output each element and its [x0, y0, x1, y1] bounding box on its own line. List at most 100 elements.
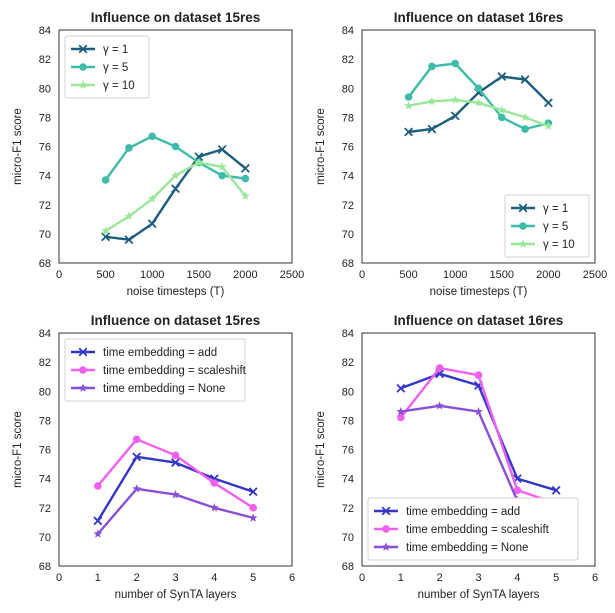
chart-title: Influence on dataset 15res — [91, 10, 261, 25]
data-point — [101, 226, 110, 235]
x-tick-label: 1500 — [187, 269, 211, 281]
data-point — [171, 451, 180, 460]
data-point — [404, 93, 413, 101]
y-tick-label: 82 — [342, 357, 354, 369]
x-axis-label: number of SynTA layers — [115, 589, 237, 601]
y-tick-label: 80 — [342, 386, 354, 398]
data-point — [171, 171, 180, 180]
x-tick-label: 2000 — [233, 269, 257, 281]
data-point — [396, 383, 406, 393]
x-tick-label: 500 — [96, 269, 114, 281]
data-point — [132, 435, 141, 444]
data-point — [217, 144, 227, 154]
data-point — [520, 75, 530, 84]
chart-title: Influence on dataset 16res — [394, 313, 564, 328]
legend-label: time embedding = add — [406, 506, 520, 518]
y-tick-label: 78 — [39, 415, 51, 427]
legend-item: γ = 10 — [71, 80, 135, 92]
data-point — [474, 84, 483, 93]
y-tick-label: 74 — [342, 474, 354, 486]
legend-label: γ = 10 — [543, 239, 575, 251]
data-point — [497, 72, 507, 82]
data-point — [474, 407, 483, 416]
chart-title: Influence on dataset 16res — [394, 10, 564, 25]
data-point — [248, 487, 258, 497]
y-tick-label: 72 — [39, 200, 51, 212]
data-point — [551, 485, 561, 495]
y-tick-label: 74 — [39, 171, 51, 183]
data-point — [218, 171, 226, 180]
data-point — [147, 194, 157, 203]
x-tick-label: 5 — [553, 572, 559, 584]
series-1 — [101, 144, 250, 245]
subplot-1: Influence on dataset 15res 0 500 1000 1500 20… — [12, 10, 304, 298]
data-point — [520, 112, 530, 122]
y-tick-label: 68 — [39, 561, 51, 573]
data-point — [241, 174, 250, 183]
legend-item: time embedding = scaleshift — [374, 524, 550, 536]
data-point — [544, 121, 553, 130]
x-tick-label: 3 — [172, 572, 178, 584]
series-1 — [396, 369, 561, 495]
x-tick-label: 1000 — [443, 269, 467, 281]
plot-frame — [58, 29, 293, 264]
data-point — [248, 513, 258, 522]
legend-box — [64, 338, 246, 402]
x-tick-label: 6 — [592, 572, 598, 584]
y-tick-label: 70 — [39, 229, 51, 241]
y-tick-label: 70 — [39, 532, 51, 544]
legend-marker — [79, 63, 87, 71]
y-tick-label: 74 — [39, 474, 51, 486]
y-tick-label: 80 — [342, 83, 354, 95]
y-tick-label: 70 — [342, 532, 354, 544]
data-point — [194, 157, 204, 167]
legend-item: γ = 5 — [71, 62, 128, 74]
y-axis-label: micro-F1 score — [315, 108, 327, 185]
data-point — [93, 516, 103, 526]
legend: γ = 1 γ = 5 γ = 10 — [64, 35, 150, 99]
data-point — [249, 503, 257, 512]
data-point — [124, 235, 134, 245]
data-point — [194, 152, 204, 162]
chart-title: Influence on dataset 15res — [91, 313, 261, 328]
legend-marker — [381, 542, 391, 551]
legend-item: γ = 1 — [71, 44, 128, 56]
series-3 — [404, 95, 553, 130]
y-tick-label: 82 — [342, 54, 354, 66]
plot-frame — [58, 332, 293, 567]
data-point — [101, 176, 110, 184]
legend-label: γ = 5 — [103, 62, 128, 74]
data-point — [498, 113, 506, 122]
plot-frame — [361, 29, 596, 264]
data-point — [521, 125, 529, 133]
y-tick-label: 84 — [342, 328, 354, 340]
series-2 — [404, 59, 553, 133]
data-point — [497, 105, 507, 114]
legend: γ = 1 γ = 5 γ = 10 — [504, 194, 590, 258]
subplot-4: Influence on dataset 16res 0 1 2 3 4 5 6 68 70 72 7… — [315, 313, 598, 601]
data-point — [217, 162, 227, 171]
y-tick-label: 80 — [39, 83, 51, 95]
data-point — [132, 484, 142, 493]
y-tick-label: 72 — [39, 503, 51, 515]
legend-marker — [78, 347, 88, 357]
data-point — [171, 490, 180, 499]
data-point — [124, 211, 134, 221]
y-tick-label: 68 — [39, 258, 51, 270]
legend-marker — [78, 383, 88, 392]
x-axis-label: noise timesteps (T) — [127, 286, 225, 298]
legend-marker — [381, 506, 391, 516]
legend: time embedding = add time embedding = sca… — [64, 338, 247, 402]
series-1 — [404, 72, 553, 137]
y-tick-label: 70 — [342, 229, 354, 241]
data-point — [240, 163, 250, 173]
legend-marker — [79, 366, 87, 374]
data-point — [132, 452, 142, 462]
data-point — [404, 101, 413, 110]
y-tick-label: 78 — [342, 112, 354, 124]
data-point — [450, 111, 460, 121]
y-tick-label: 72 — [342, 503, 354, 515]
data-point — [93, 529, 103, 538]
data-point — [241, 191, 250, 200]
